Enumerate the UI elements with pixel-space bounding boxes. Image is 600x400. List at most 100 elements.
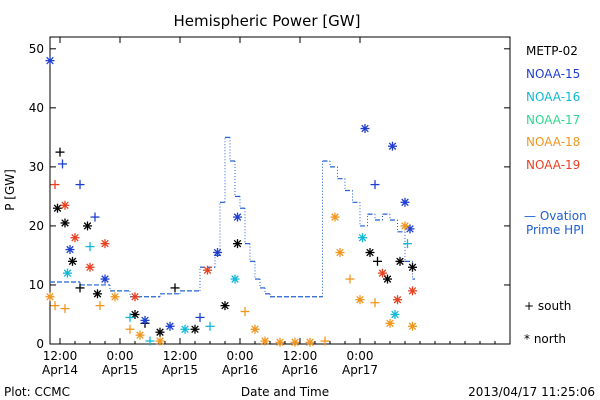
legend-entry-noaa-16: NOAA-16 bbox=[526, 90, 580, 104]
point-noaa-15-north bbox=[360, 124, 370, 134]
point-noaa-19-north bbox=[130, 292, 140, 302]
point-noaa-16-north bbox=[230, 274, 240, 284]
point-noaa-18-north bbox=[400, 221, 410, 231]
point-noaa-15-north bbox=[165, 321, 175, 331]
point-noaa-18-north bbox=[155, 336, 165, 346]
point-metp-02-north bbox=[220, 301, 230, 311]
point-metp-02-north bbox=[155, 327, 165, 337]
point-noaa-15-south bbox=[195, 312, 205, 322]
point-noaa-18-north bbox=[385, 318, 395, 328]
point-noaa-15-south bbox=[75, 180, 85, 190]
point-noaa-19-north bbox=[393, 295, 402, 305]
x-tick-time-label-0: 12:00 bbox=[43, 349, 78, 363]
point-noaa-19-north bbox=[408, 286, 417, 296]
y-tick-label-50: 50 bbox=[29, 42, 44, 56]
point-metp-02-north bbox=[83, 221, 92, 231]
point-noaa-15-north bbox=[233, 212, 242, 222]
point-noaa-18-north bbox=[290, 337, 300, 347]
point-metp-02-north bbox=[60, 218, 70, 228]
point-noaa-15-south bbox=[90, 212, 100, 222]
point-noaa-16-south bbox=[85, 242, 95, 252]
point-noaa-18-south bbox=[125, 324, 135, 334]
legend-ovation-line-2: Prime HPI bbox=[526, 223, 584, 237]
x-tick-time-label-5: 0:00 bbox=[347, 349, 374, 363]
point-noaa-18-north bbox=[45, 292, 55, 302]
legend-entry-noaa-15: NOAA-15 bbox=[526, 67, 580, 81]
x-tick-time-label-2: 12:00 bbox=[163, 349, 198, 363]
point-metp-02-north bbox=[130, 309, 140, 319]
x-tick-time-label-4: 12:00 bbox=[283, 349, 318, 363]
footer-plot-source: Plot: CCMC bbox=[4, 385, 70, 399]
y-axis-label: P [GW] bbox=[3, 169, 17, 211]
point-noaa-16-south bbox=[205, 321, 215, 331]
point-noaa-19-north bbox=[85, 262, 95, 272]
x-tick-time-label-1: 0:00 bbox=[107, 349, 134, 363]
point-noaa-15-north bbox=[405, 224, 415, 234]
plot-frame bbox=[49, 36, 511, 345]
point-noaa-19-north bbox=[378, 268, 387, 278]
point-noaa-15-north bbox=[388, 141, 397, 151]
y-tick-label-0: 0 bbox=[36, 337, 44, 351]
point-noaa-18-south bbox=[240, 307, 250, 317]
x-tick-date-label-4: Apr16 bbox=[282, 363, 318, 377]
point-noaa-19-north bbox=[100, 239, 110, 249]
y-tick-label-30: 30 bbox=[29, 160, 44, 174]
point-noaa-18-south bbox=[95, 301, 105, 311]
point-metp-02-south bbox=[75, 283, 85, 293]
point-noaa-18-north bbox=[335, 247, 345, 257]
point-noaa-19-north bbox=[60, 200, 70, 210]
point-noaa-19-north bbox=[203, 265, 212, 275]
point-noaa-18-north bbox=[408, 321, 417, 331]
x-tick-time-label-3: 0:00 bbox=[227, 349, 254, 363]
legend-entry-noaa-17: NOAA-17 bbox=[526, 113, 580, 127]
satellite-points bbox=[45, 56, 417, 347]
point-noaa-15-north bbox=[213, 247, 222, 257]
y-axis: 0 10 20 30 40 50 bbox=[29, 42, 510, 351]
legend-ovation-line-1: — Ovation bbox=[524, 209, 587, 223]
point-noaa-18-south bbox=[320, 336, 330, 346]
point-noaa-16-north bbox=[358, 233, 367, 243]
point-metp-02-north bbox=[190, 324, 200, 334]
point-noaa-18-south bbox=[370, 298, 380, 308]
point-metp-02-north bbox=[365, 247, 375, 257]
x-tick-date-label-2: Apr15 bbox=[162, 363, 198, 377]
point-metp-02-north bbox=[53, 203, 62, 213]
point-metp-02-north bbox=[383, 274, 392, 284]
point-noaa-18-north bbox=[330, 212, 340, 222]
x-tick-date-label-0: Apr14 bbox=[42, 363, 78, 377]
x-tick-date-label-5: Apr17 bbox=[342, 363, 378, 377]
legend: METP-02 NOAA-15 NOAA-16 NOAA-17 NOAA-18 … bbox=[524, 44, 587, 346]
point-metp-02-north bbox=[233, 239, 242, 249]
y-tick-label-10: 10 bbox=[29, 278, 44, 292]
x-tick-date-label-1: Apr15 bbox=[102, 363, 138, 377]
point-noaa-15-south bbox=[370, 180, 380, 190]
point-noaa-15-north bbox=[100, 274, 110, 284]
legend-entry-noaa-19: NOAA-19 bbox=[526, 158, 580, 172]
legend-south-marker: + south bbox=[524, 299, 571, 313]
point-noaa-15-north bbox=[400, 197, 410, 207]
point-noaa-16-north bbox=[390, 309, 400, 319]
x-axis: 12:00Apr140:00Apr1512:00Apr150:00Apr1612… bbox=[42, 37, 511, 377]
point-noaa-18-south bbox=[50, 301, 60, 311]
point-noaa-16-south bbox=[403, 239, 412, 249]
point-metp-02-south bbox=[55, 147, 65, 157]
point-noaa-16-south bbox=[145, 336, 155, 346]
point-noaa-18-north bbox=[355, 295, 365, 305]
point-noaa-19-south bbox=[50, 180, 60, 190]
legend-north-marker: * north bbox=[524, 332, 566, 346]
point-metp-02-south bbox=[170, 283, 180, 293]
y-tick-label-40: 40 bbox=[29, 101, 44, 115]
legend-entry-metp-02: METP-02 bbox=[526, 44, 578, 58]
point-noaa-18-north bbox=[250, 324, 260, 334]
point-noaa-18-north bbox=[260, 336, 270, 346]
point-noaa-15-north bbox=[65, 245, 75, 255]
legend-entry-noaa-18: NOAA-18 bbox=[526, 135, 580, 149]
point-noaa-18-north bbox=[110, 292, 120, 302]
point-noaa-15-north bbox=[45, 56, 55, 66]
point-metp-02-north bbox=[68, 256, 77, 266]
point-noaa-16-north bbox=[180, 324, 190, 334]
point-noaa-15-north bbox=[140, 315, 150, 325]
point-noaa-18-south bbox=[60, 304, 70, 314]
footer-timestamp: 2013/04/17 11:25:06 bbox=[468, 385, 595, 399]
point-noaa-18-north bbox=[305, 337, 315, 347]
